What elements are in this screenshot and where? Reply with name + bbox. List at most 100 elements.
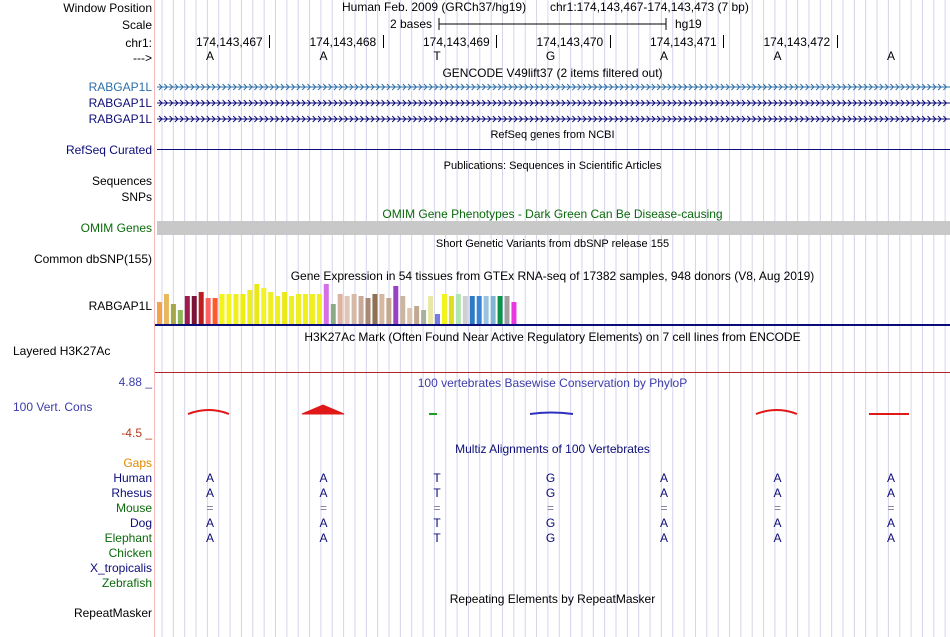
strand-chevron [826,83,831,91]
omim-track-label[interactable]: OMIM Genes [80,221,152,235]
gencode-track-title[interactable]: GENCODE V49lift37 (2 items filtered out) [442,66,663,80]
strand-chevron [243,115,248,123]
strand-chevron [291,99,296,107]
species-label[interactable]: Elephant [104,531,152,545]
position-title[interactable]: chr1:174,143,467-174,143,473 (7 bp) [550,0,749,14]
species-label[interactable]: Human [113,471,152,485]
strand-chevron [211,99,216,107]
strand-chevron [185,99,190,107]
strand-chevron [651,115,656,123]
strand-chevron [693,115,699,123]
multiz-track-title[interactable]: Multiz Alignments of 100 Vertebrates [455,442,650,456]
omim-track-title[interactable]: OMIM Gene Phenotypes - Dark Green Can Be… [382,207,723,221]
gtex-track-label[interactable]: RABGAP1L [88,299,152,313]
strand-chevron [842,99,847,107]
phylop-track-title[interactable]: 100 vertebrates Basewise Conservation by… [417,376,688,390]
strand-chevron [858,115,863,123]
strand-chevron [423,99,428,107]
gtex-expression-chart[interactable] [155,283,950,327]
strand-chevron [879,99,884,107]
strand-chevron [837,115,842,123]
strand-chevron [863,99,868,107]
h3k27ac-track-title[interactable]: H3K27Ac Mark (Often Found Near Active Re… [304,330,801,344]
alignment-base: = [433,501,441,515]
species-label[interactable]: Mouse [115,501,152,515]
dbsnp-track-label[interactable]: Common dbSNP(155) [33,252,152,266]
strand-chevron [556,115,561,123]
species-label[interactable]: Chicken [108,546,152,560]
strand-chevron [524,99,529,107]
publications-sequences-label[interactable]: Sequences [91,174,152,188]
strand-chevron [794,83,799,91]
strand-chevron [280,115,285,123]
gtex-tissue-bar [289,296,295,324]
h3k27ac-track-label[interactable]: Layered H3K27Ac [13,344,111,358]
strand-chevron [768,99,773,107]
strand-chevron [476,83,481,91]
strand-chevron [455,99,460,107]
refseq-track-label[interactable]: RefSeq Curated [65,143,152,157]
strand-chevron [831,99,836,107]
gtex-tissue-bar [233,294,239,324]
alignment-base: A [659,516,668,530]
strand-chevron [667,99,672,107]
alignment-base: A [659,531,668,545]
strand-chevron [715,83,720,91]
strand-chevron [381,83,386,91]
strand-chevron [895,99,900,107]
repeatmasker-track-title[interactable]: Repeating Elements by RepeatMasker [449,592,656,606]
coordinate-tick [723,35,724,48]
gencode-item-label-3[interactable]: RABGAP1L [88,112,152,126]
gtex-tissue-bar [247,290,253,324]
strand-chevron [158,83,163,91]
alignment-base: A [319,486,328,500]
gencode-gene-models[interactable] [155,82,950,126]
species-label[interactable]: Zebrafish [101,576,152,590]
strand-chevron [487,115,492,123]
strand-chevron [460,83,465,91]
publications-track-title[interactable]: Publications: Sequences in Scientific Ar… [443,160,662,172]
species-label[interactable]: Gaps [123,456,152,470]
strand-chevron [794,99,799,107]
strand-chevron [386,99,391,107]
gtex-tissue-bar [191,296,197,324]
gtex-tissue-bar [309,294,315,324]
dbsnp-track-title[interactable]: Short Genetic Variants from dbSNP releas… [435,238,670,250]
phylop-signal[interactable] [155,400,950,420]
track-label-panel: Window Position Scale chr1: ---> RABGAP1… [0,0,155,637]
omim-phenotype-bar[interactable] [157,221,950,235]
strand-chevron [391,99,396,107]
strand-chevron [264,99,269,107]
strand-chevron [174,115,179,123]
strand-chevron [524,83,529,91]
strand-chevron [444,115,449,123]
strand-chevron [572,99,577,107]
track-image-area[interactable]: Human Feb. 2009 (GRCh37/hg19) chr1:174,1… [155,0,950,637]
species-label[interactable]: Rhesus [111,486,152,500]
gencode-item-label-2[interactable]: RABGAP1L [88,96,152,110]
strand-chevron [619,83,624,91]
publications-snps-label[interactable]: SNPs [121,190,152,204]
strand-chevron [492,83,497,91]
strand-chevron [259,99,264,107]
phylop-track-label[interactable]: 100 Vert. Cons [13,400,93,414]
strand-chevron [439,99,444,107]
strand-chevron [434,99,439,107]
strand-chevron [317,83,322,91]
strand-chevron [434,115,439,123]
species-label[interactable]: X_tropicalis [89,561,152,575]
strand-chevron [291,83,296,91]
gencode-item-label-1[interactable]: RABGAP1L [88,80,152,94]
gtex-track-title[interactable]: Gene Expression in 54 tissues from GTEx … [290,269,815,283]
species-label[interactable]: Dog [129,516,152,530]
strand-chevron [693,83,699,91]
strand-chevron [704,99,709,107]
strand-chevron [487,83,492,91]
refseq-track-title[interactable]: RefSeq genes from NCBI [490,129,615,141]
strand-chevron [561,99,566,107]
refseq-gene-line[interactable] [157,149,950,150]
repeatmasker-track-label[interactable]: RepeatMasker [73,606,152,620]
strand-chevron [757,115,762,123]
strand-chevron [810,83,815,91]
strand-chevron [158,99,163,107]
